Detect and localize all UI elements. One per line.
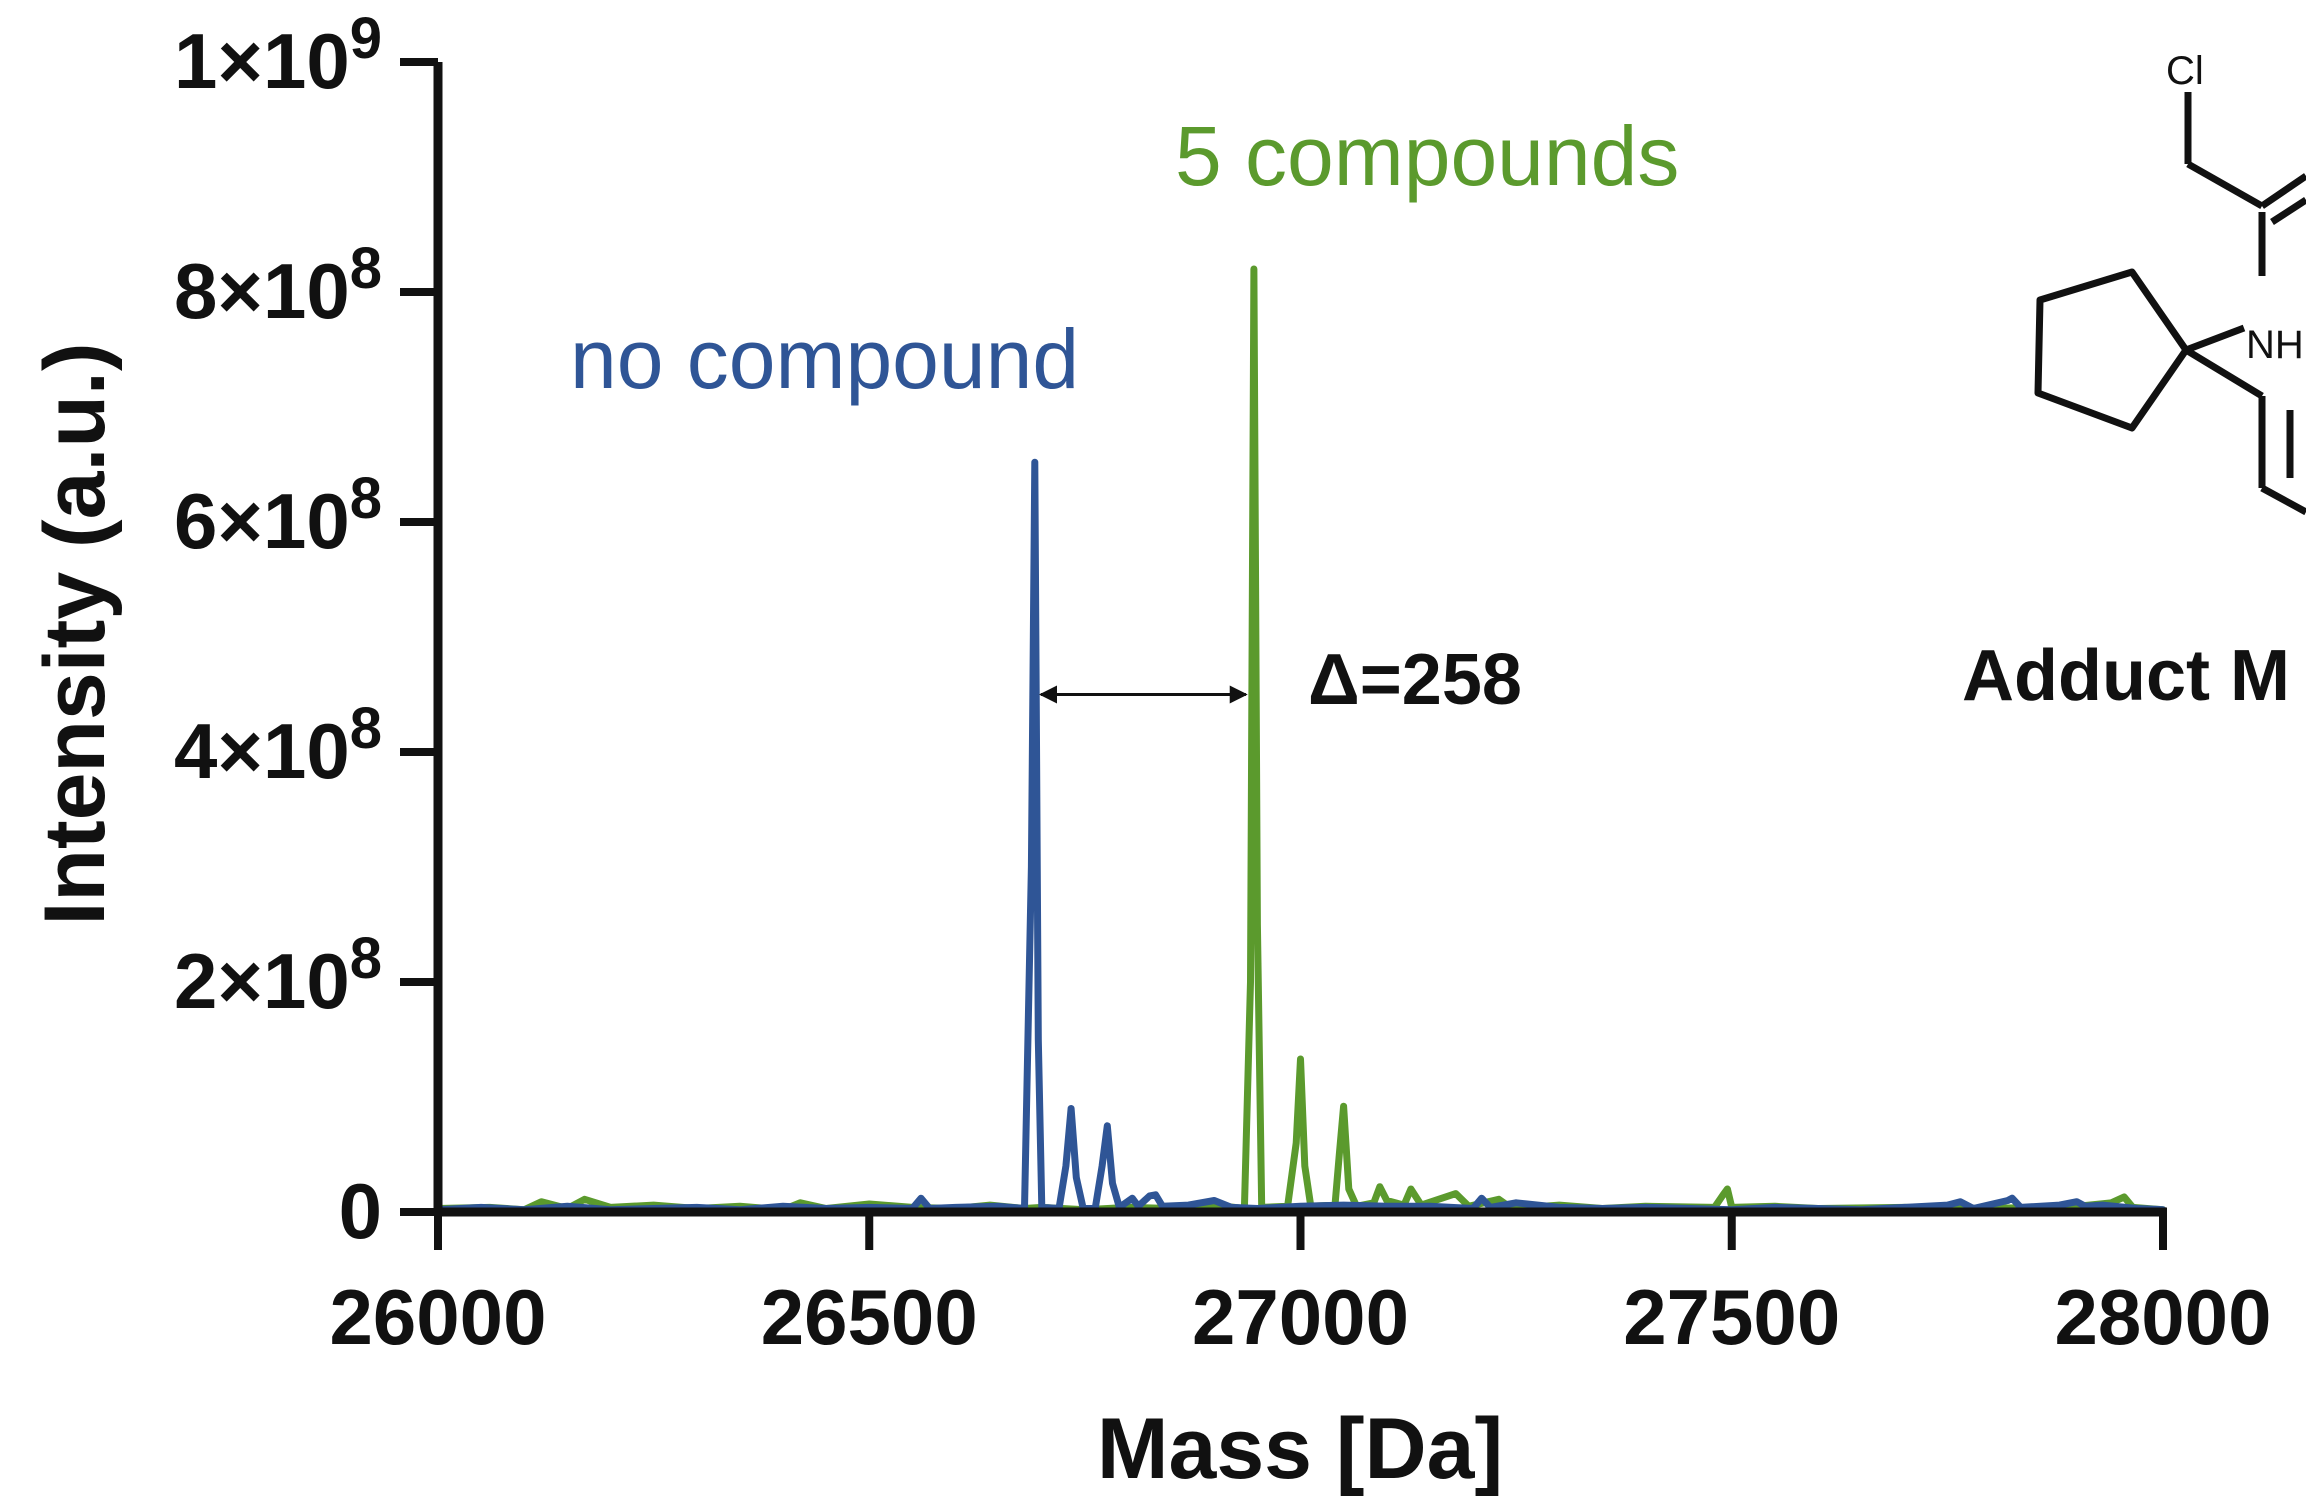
bond-ring-ch2	[2186, 160, 2264, 210]
y-tick-exponent: 8	[350, 926, 382, 991]
y-tick-mantissa: 1×10	[174, 17, 350, 105]
y-tick-mantissa: 4×10	[174, 707, 350, 795]
y-tick-label: 8×108	[174, 236, 382, 335]
y-tick-label: 1×109	[174, 6, 382, 105]
y-tick-label: 4×108	[174, 696, 382, 795]
bond-spiro-nh	[2184, 324, 2246, 354]
x-tick-label: 27000	[1192, 1273, 1409, 1361]
x-tick-label: 26000	[330, 1273, 547, 1361]
series-label-5-compounds: 5 compounds	[1175, 109, 1679, 203]
y-tick-exponent: 8	[350, 236, 382, 301]
x-axis-ticks: 26000 26500 27000 27500 28000	[330, 1212, 2272, 1361]
x-tick-label: 27500	[1623, 1273, 1840, 1361]
x-axis-title: Mass [Da]	[1097, 1401, 1503, 1497]
bond-aryl-bottom	[2260, 484, 2306, 516]
y-tick-mantissa: 6×10	[174, 477, 350, 565]
series-line-no-compound	[434, 458, 2167, 1214]
x-tick-label: 28000	[2055, 1273, 2272, 1361]
structure-caption: Adduct M	[1962, 636, 2290, 716]
y-tick-mantissa: 2×10	[174, 937, 350, 1025]
bond-ring-double	[2260, 173, 2306, 209]
y-tick-mantissa: 0	[339, 1167, 382, 1255]
y-tick-exponent: 9	[350, 6, 382, 71]
y-tick-label: 2×108	[174, 926, 382, 1025]
series-lines	[434, 265, 2167, 1214]
cyclopentane-ring	[2034, 268, 2190, 432]
y-axis-title: Intensity (a.u.)	[27, 343, 123, 926]
atom-nh-label: NH	[2246, 323, 2304, 367]
y-tick-exponent: 8	[350, 696, 382, 761]
series-line-5-compounds	[434, 265, 2167, 1214]
delta-label: Δ=258	[1308, 640, 1522, 720]
y-tick-mantissa: 8×10	[174, 247, 350, 335]
atom-cl-label: Cl	[2166, 49, 2204, 93]
series-label-no-compound: no compound	[570, 312, 1079, 406]
y-tick-label: 6×108	[174, 466, 382, 565]
bond-ring-double-inner	[2270, 197, 2306, 225]
x-tick-label: 26500	[761, 1273, 978, 1361]
y-tick-exponent: 8	[350, 466, 382, 531]
bond-spiro-aryl	[2184, 347, 2264, 399]
y-tick-label: 0	[339, 1167, 382, 1255]
adduct-structure-drawing	[2034, 92, 2306, 516]
